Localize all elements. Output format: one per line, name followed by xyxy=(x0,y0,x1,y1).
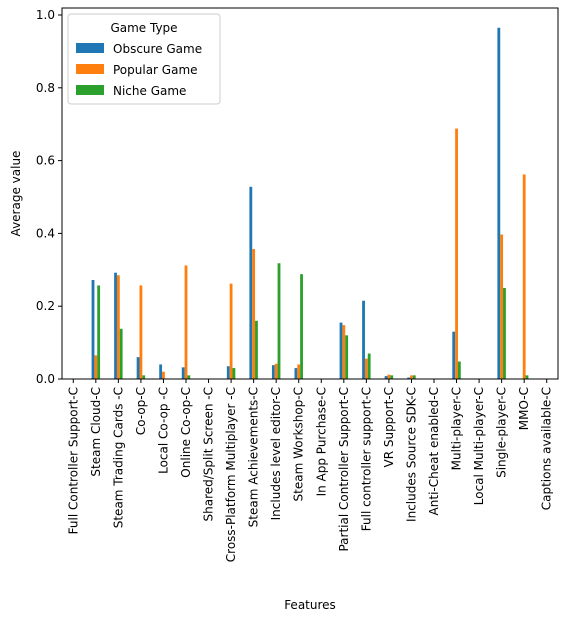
y-axis: 0.0 0.2 0.4 0.6 0.8 1.0 xyxy=(36,8,62,386)
x-tick-label: Steam Trading Cards -C xyxy=(111,387,125,528)
bar-popular-game xyxy=(274,363,278,379)
bar-popular-game xyxy=(297,364,301,379)
x-tick-label: Co-op-C xyxy=(134,387,148,435)
x-tick-label: Full Controller Support-C xyxy=(66,387,80,534)
bar-obscure-game xyxy=(294,368,298,379)
bar-niche-game xyxy=(277,263,281,379)
bar-niche-game xyxy=(345,335,349,379)
bar-obscure-game xyxy=(384,376,388,379)
x-tick-label: Local Multi-player-C xyxy=(472,387,486,505)
bar-niche-game xyxy=(367,353,371,379)
bar-niche-game xyxy=(300,274,303,379)
x-tick-label: Cross-Platform Multiplayer -C xyxy=(224,387,238,562)
bar-obscure-game xyxy=(181,367,185,379)
legend-swatch xyxy=(76,85,104,95)
x-tick-label: Anti-Cheat enabled-C xyxy=(427,387,441,515)
bars-group xyxy=(91,27,529,380)
bar-obscure-game xyxy=(362,300,365,379)
bar-popular-game xyxy=(94,355,98,379)
bar-obscure-game xyxy=(226,366,230,379)
legend-swatch xyxy=(76,64,104,74)
bar-popular-game xyxy=(162,371,165,379)
x-tick-label: Partial Controller Support-C xyxy=(337,387,351,552)
legend-title: Game Type xyxy=(110,21,177,35)
y-tick-label: 0.6 xyxy=(36,154,55,168)
bar-niche-game xyxy=(97,285,101,379)
bar-obscure-game xyxy=(407,377,411,379)
x-tick-label: VR Support-C xyxy=(382,387,396,468)
bar-popular-game xyxy=(455,128,458,379)
x-tick-label: MMO-C xyxy=(517,387,531,430)
legend-label: Popular Game xyxy=(113,63,198,77)
bar-niche-game xyxy=(255,320,258,379)
x-tick-label: Local Co-op -C xyxy=(156,387,170,474)
y-tick-label: 0.0 xyxy=(36,372,55,386)
y-tick-label: 0.2 xyxy=(36,299,55,313)
y-tick-label: 0.8 xyxy=(36,81,55,95)
x-tick-label: Includes level editor-C xyxy=(269,387,283,520)
bar-niche-game xyxy=(187,375,191,379)
bar-popular-game xyxy=(500,234,504,379)
bar-obscure-game xyxy=(249,186,253,379)
bar-popular-game xyxy=(116,275,120,379)
bar-obscure-game xyxy=(159,364,163,379)
bar-popular-game xyxy=(522,174,526,379)
y-tick-label: 1.0 xyxy=(36,8,55,22)
x-axis: Full Controller Support-C Steam Cloud-C St… xyxy=(66,379,554,562)
bar-popular-game xyxy=(342,325,346,379)
bar-obscure-game xyxy=(114,272,117,379)
bar-obscure-game xyxy=(136,357,140,379)
bar-popular-game xyxy=(387,374,391,379)
bar-niche-game xyxy=(412,375,416,379)
x-tick-label: Single-player-C xyxy=(495,387,509,478)
bar-niche-game xyxy=(457,361,461,379)
x-tick-label: Steam Achievements-C xyxy=(247,387,261,527)
x-tick-label: Captions available-C xyxy=(540,387,554,510)
x-tick-label: Includes Source SDK-C xyxy=(404,387,418,522)
x-tick-label: Multi-player-C xyxy=(450,387,464,470)
bar-obscure-game xyxy=(339,322,343,379)
bar-niche-game xyxy=(503,288,506,379)
legend-label: Obscure Game xyxy=(113,42,202,56)
legend-label: Niche Game xyxy=(113,84,186,98)
legend-swatch xyxy=(76,43,104,53)
x-tick-label: Steam Cloud-C xyxy=(89,387,103,477)
x-axis-title: Features xyxy=(284,598,336,612)
bar-popular-game xyxy=(252,249,256,379)
bar-popular-game xyxy=(184,265,188,379)
plot-frame xyxy=(61,7,559,380)
x-tick-label: In App Purchase-C xyxy=(314,387,328,496)
bar-popular-game xyxy=(229,283,233,379)
bar-popular-game xyxy=(410,375,413,379)
x-tick-label: Shared/Split Screen -C xyxy=(202,387,216,522)
bar-obscure-game xyxy=(271,365,275,379)
bar-niche-game xyxy=(390,375,394,379)
bar-niche-game xyxy=(119,328,123,379)
x-tick-label: Steam Workshop-C xyxy=(292,387,306,501)
bar-obscure-game xyxy=(497,27,501,380)
bar-popular-game xyxy=(364,358,368,379)
legend-box xyxy=(67,13,221,105)
bar-niche-game xyxy=(142,375,146,379)
bar-obscure-game xyxy=(452,331,456,379)
legend: Game Type Obscure Game Popular Game Niche … xyxy=(67,13,221,105)
bar-obscure-game xyxy=(91,279,95,379)
bar-niche-game xyxy=(232,368,236,379)
x-tick-label: Full controller support-C xyxy=(359,387,373,531)
bar-popular-game xyxy=(139,285,143,379)
y-tick-label: 0.4 xyxy=(36,226,55,240)
x-tick-label: Online Co-op-C xyxy=(179,387,193,478)
y-axis-title: Average value xyxy=(9,151,23,237)
bar-niche-game xyxy=(525,375,529,379)
